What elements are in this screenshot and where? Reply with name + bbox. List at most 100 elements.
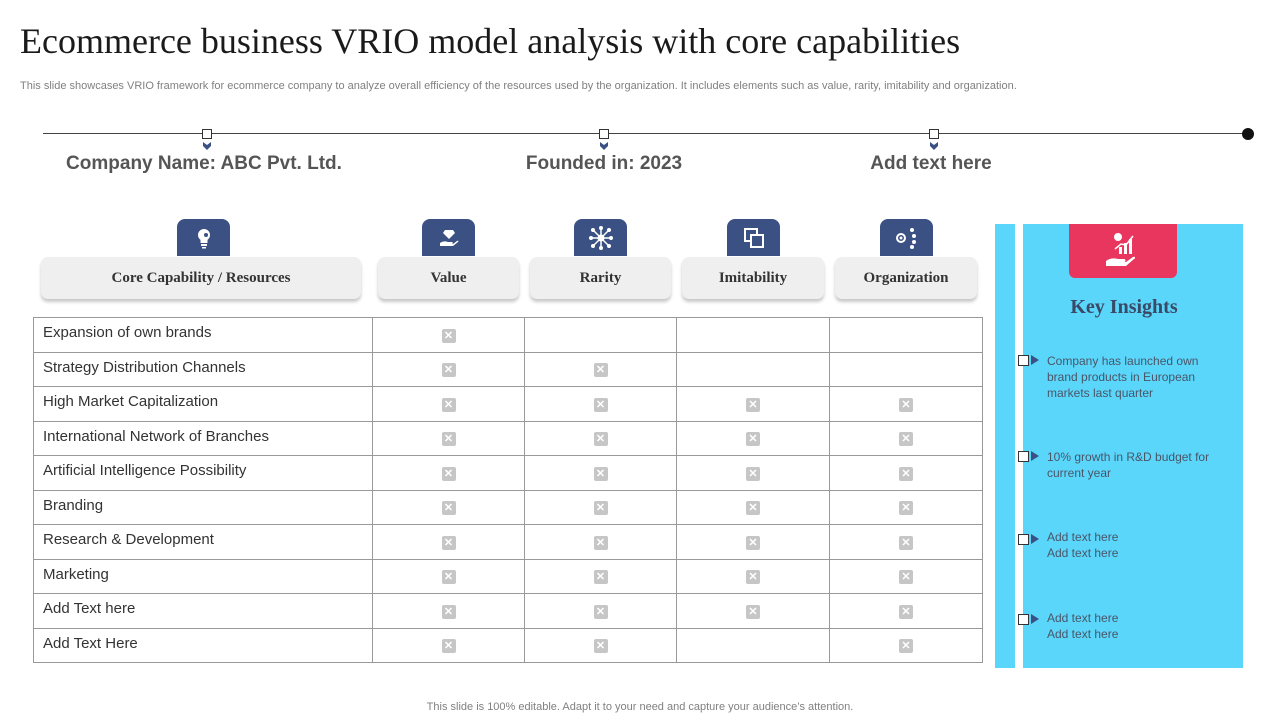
mark-cell: ✕ (829, 386, 983, 422)
column-header-value: Value (378, 257, 519, 299)
network-icon (574, 219, 627, 256)
x-mark-icon: ✕ (593, 363, 608, 378)
x-mark-icon: ✕ (899, 501, 913, 516)
mark-cell (829, 317, 983, 353)
column-header-core-capability: Core Capability / Resources (41, 257, 361, 299)
mark-cell: ✕ (676, 420, 830, 456)
capability-cell: Add Text Here (33, 627, 373, 663)
timeline-marker (928, 129, 940, 150)
mark-cell: ✕ (372, 489, 525, 525)
footer-note: This slide is 100% editable. Adapt it to… (426, 701, 854, 713)
timeline-marker (201, 129, 213, 150)
mark-cell: ✕ (372, 317, 525, 353)
mark-cell: ✕ (829, 420, 983, 456)
capability-cell: Marketing (33, 558, 373, 594)
mark-cell: ✕ (829, 455, 983, 491)
x-mark-icon: ✕ (746, 570, 760, 585)
chevron-down-icon (203, 142, 211, 150)
x-mark-icon: ✕ (441, 328, 456, 343)
capability-cell: Strategy Distribution Channels (33, 351, 373, 387)
mark-cell: ✕ (372, 386, 525, 422)
x-mark-icon: ✕ (746, 535, 760, 550)
x-mark-icon: ✕ (441, 570, 456, 585)
table-row: International Network of Branches ✕ ✕ ✕ ✕ (33, 420, 983, 456)
mark-cell: ✕ (676, 593, 830, 629)
x-mark-icon: ✕ (746, 604, 760, 619)
capability-cell: Research & Development (33, 524, 373, 560)
timeline-line (43, 133, 1248, 134)
x-mark-icon: ✕ (441, 535, 456, 550)
x-mark-icon: ✕ (441, 604, 456, 619)
key-insights-panel (1023, 224, 1243, 668)
table-row: Artificial Intelligence Possibility ✕ ✕ ✕ ✕ (33, 455, 983, 491)
mark-cell: ✕ (524, 351, 677, 387)
mark-cell: ✕ (524, 558, 677, 594)
vrio-table: Expansion of own brands ✕ Strategy Distrib… (33, 317, 983, 663)
x-mark-icon: ✕ (593, 604, 608, 619)
mark-cell (676, 317, 830, 353)
table-row: Add Text Here ✕ ✕ ✕ (33, 627, 983, 663)
process-icon (880, 219, 933, 256)
x-mark-icon: ✕ (746, 432, 760, 447)
insight-bullet-box (1018, 451, 1029, 462)
x-mark-icon: ✕ (441, 639, 456, 654)
slide-title: Ecommerce business VRIO model analysis w… (20, 21, 961, 61)
x-mark-icon: ✕ (746, 466, 760, 481)
x-mark-icon: ✕ (899, 466, 913, 481)
column-header-imitability: Imitability (682, 257, 824, 299)
capability-cell: Branding (33, 489, 373, 525)
mark-cell: ✕ (676, 558, 830, 594)
mark-cell (524, 317, 677, 353)
x-mark-icon: ✕ (899, 535, 913, 550)
mark-cell: ✕ (524, 420, 677, 456)
mark-cell: ✕ (676, 455, 830, 491)
mark-cell: ✕ (372, 420, 525, 456)
x-mark-icon: ✕ (441, 432, 456, 447)
insight-arrow-icon (1031, 451, 1039, 461)
table-row: Marketing ✕ ✕ ✕ ✕ (33, 558, 983, 594)
founded-label: Founded in: 2023 (525, 153, 683, 174)
mark-cell: ✕ (829, 593, 983, 629)
mark-cell (829, 351, 983, 387)
mark-cell: ✕ (829, 558, 983, 594)
chevron-down-icon (930, 142, 938, 150)
x-mark-icon: ✕ (593, 397, 608, 412)
capability-cell: Artificial Intelligence Possibility (33, 455, 373, 491)
table-row: Add Text here ✕ ✕ ✕ ✕ (33, 593, 983, 629)
insight-text: Company has launched own brand products … (1047, 354, 1199, 400)
insight-arrow-icon (1031, 614, 1039, 624)
x-mark-icon: ✕ (441, 397, 456, 412)
column-header-rarity: Rarity (530, 257, 671, 299)
mark-cell (676, 627, 830, 663)
timeline-text-label: Add text here (870, 153, 992, 174)
table-row: Research & Development ✕ ✕ ✕ ✕ (33, 524, 983, 560)
mark-cell: ✕ (524, 386, 677, 422)
x-mark-icon: ✕ (899, 432, 913, 447)
capability-cell: Add Text here (33, 593, 373, 629)
x-mark-icon: ✕ (593, 535, 608, 550)
insight-arrow-icon (1031, 355, 1039, 365)
mark-cell: ✕ (829, 489, 983, 525)
timeline-marker (598, 129, 610, 150)
hand-diamond-icon (422, 219, 475, 256)
copy-icon (727, 219, 780, 256)
capability-cell: International Network of Branches (33, 420, 373, 456)
hand-growth-chart-icon (1069, 224, 1177, 278)
x-mark-icon: ✕ (899, 639, 913, 654)
mark-cell: ✕ (524, 524, 677, 560)
insight-arrow-icon (1031, 534, 1039, 544)
lightbulb-gear-icon (177, 219, 230, 256)
mark-cell (676, 351, 830, 387)
mark-cell: ✕ (524, 627, 677, 663)
mark-cell: ✕ (829, 627, 983, 663)
mark-cell: ✕ (372, 558, 525, 594)
insight-text: 10% growth in R&D budget for current yea… (1047, 450, 1210, 480)
mark-cell: ✕ (829, 524, 983, 560)
x-mark-icon: ✕ (441, 466, 456, 481)
key-insights-title: Key Insights (1070, 296, 1178, 318)
x-mark-icon: ✕ (593, 570, 608, 585)
x-mark-icon: ✕ (746, 501, 760, 516)
x-mark-icon: ✕ (593, 466, 608, 481)
column-header-organization: Organization (835, 257, 977, 299)
timeline-end-dot (1242, 128, 1254, 140)
